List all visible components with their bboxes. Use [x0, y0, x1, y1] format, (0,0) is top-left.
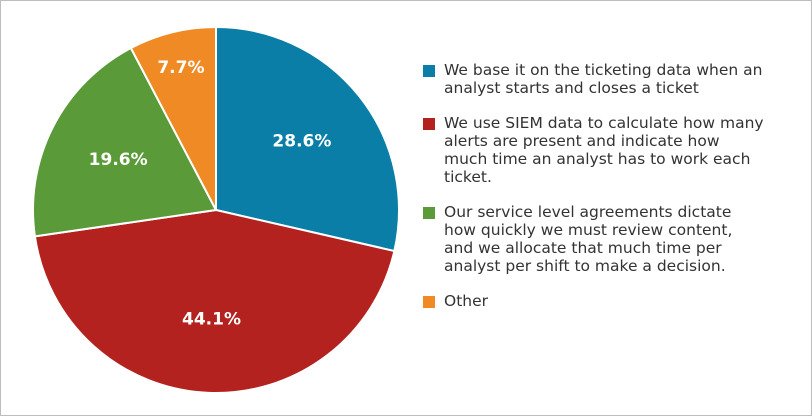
value-label: 28.6%	[272, 132, 331, 152]
pie-slice	[32, 46, 218, 238]
legend-swatch	[423, 207, 435, 219]
value-label: 44.1%	[182, 310, 241, 330]
legend-label: We base it on the ticketing data when an…	[444, 61, 763, 97]
legend-item: We base it on the ticketing data when an…	[423, 61, 793, 97]
legend-label: Our service level agreements dictate how…	[444, 203, 733, 275]
pie: 28.6% 44.1% 19.6% 7.7%	[32, 25, 400, 394]
value-label: 19.6%	[89, 150, 148, 170]
legend-item: Other	[423, 292, 793, 310]
pie-slice	[33, 208, 396, 394]
legend-swatch	[423, 296, 435, 308]
value-label: 7.7%	[157, 58, 204, 78]
pie-slice	[215, 25, 400, 253]
legend-item: Our service level agreements dictate how…	[423, 203, 793, 275]
legend: We base it on the ticketing data when an…	[423, 61, 793, 327]
legend-item: We use SIEM data to calculate how many a…	[423, 114, 793, 186]
legend-swatch	[423, 65, 435, 77]
legend-label: Other	[444, 292, 489, 310]
legend-label: We use SIEM data to calculate how many a…	[444, 114, 764, 186]
pie-slice	[129, 25, 217, 211]
legend-swatch	[423, 118, 435, 130]
